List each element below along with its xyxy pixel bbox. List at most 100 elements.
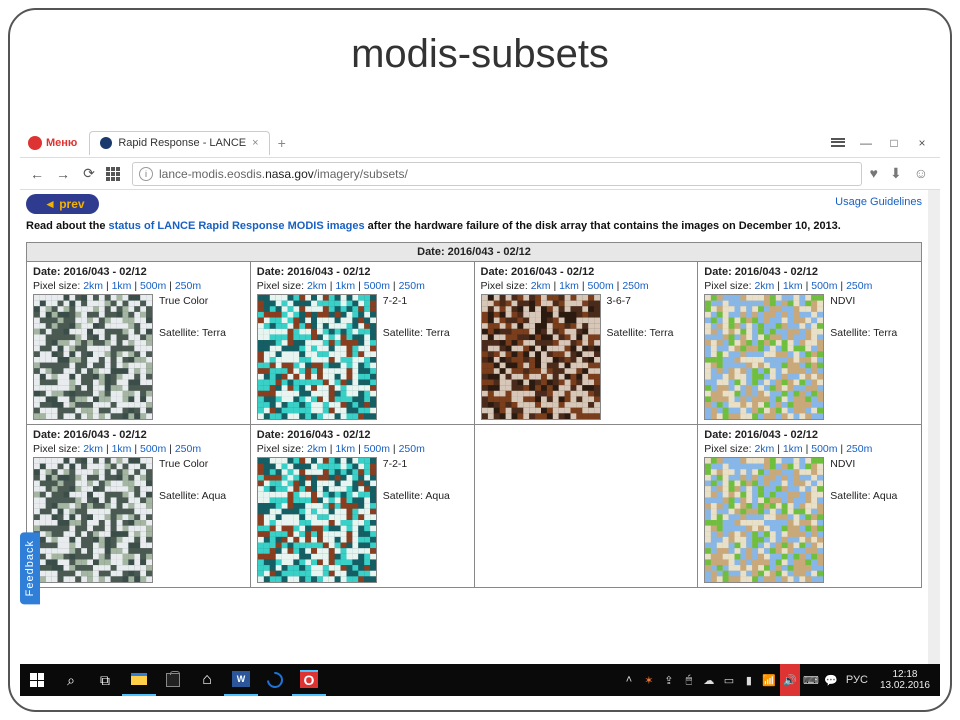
opera-button[interactable]: O — [292, 664, 326, 696]
pixel-size-link[interactable]: 250m — [399, 443, 425, 455]
search-button[interactable]: ⌕ — [54, 664, 88, 696]
tray-touchpad-icon[interactable]: ▭ — [720, 664, 738, 696]
subset-meta: NDVI Satellite: Aqua — [830, 457, 897, 583]
start-button[interactable] — [20, 664, 54, 696]
tray-wifi-icon[interactable]: 📶 — [760, 664, 778, 696]
subset-thumbnail[interactable] — [704, 294, 824, 420]
pixel-size-link[interactable]: 250m — [846, 280, 872, 292]
back-button[interactable]: ← — [28, 166, 46, 182]
tray-battery-icon[interactable]: ▮ — [740, 664, 758, 696]
product-label: 3-6-7 — [607, 294, 674, 310]
taskbar-clock[interactable]: 12:18 13.02.2016 — [874, 669, 936, 691]
pixel-size-link[interactable]: 500m — [140, 280, 166, 292]
tray-language[interactable]: РУС — [842, 664, 872, 696]
pixel-size-link[interactable]: 500m — [140, 443, 166, 455]
pixel-size-link[interactable]: 500m — [364, 280, 390, 292]
download-icon[interactable]: ⬇ — [890, 165, 902, 182]
subset-thumbnail[interactable] — [481, 294, 601, 420]
tray-volume-icon[interactable]: 🔊 — [780, 664, 800, 696]
pixel-size-link[interactable]: 500m — [588, 280, 614, 292]
empty-cell — [474, 425, 698, 588]
pixel-size-link[interactable]: 250m — [399, 280, 425, 292]
reload-button[interactable]: ⟳ — [80, 165, 98, 182]
pixel-size-link[interactable]: 1km — [783, 443, 803, 455]
subset-thumbnail[interactable] — [257, 294, 377, 420]
tray-chevron-icon[interactable]: ˄ — [620, 664, 638, 696]
product-label: NDVI — [830, 294, 897, 310]
subset-thumbnail[interactable] — [33, 457, 153, 583]
nav-right-icons: ♥ ⬇ ☺ — [870, 165, 932, 182]
pixel-size-link[interactable]: 2km — [531, 280, 551, 292]
subset-cell: Date: 2016/043 - 02/12 Pixel size: 2km |… — [27, 262, 251, 425]
pixel-size-link[interactable]: 1km — [112, 280, 132, 292]
pixel-size-link[interactable]: 1km — [783, 280, 803, 292]
pixel-size-link[interactable]: 250m — [622, 280, 648, 292]
pixel-size-link[interactable]: 500m — [364, 443, 390, 455]
close-window-button[interactable]: × — [910, 133, 934, 153]
subset-thumbnail[interactable] — [704, 457, 824, 583]
forward-button[interactable]: → — [54, 166, 72, 182]
pixel-size-link[interactable]: 250m — [846, 443, 872, 455]
profile-icon[interactable]: ☺ — [914, 165, 928, 182]
pixel-size-link[interactable]: 1km — [112, 443, 132, 455]
maximize-button[interactable]: □ — [882, 133, 906, 153]
site-info-icon[interactable]: i — [139, 167, 153, 181]
pixel-size-link[interactable]: 1km — [559, 280, 579, 292]
pixel-size-link[interactable]: 500m — [811, 443, 837, 455]
close-tab-icon[interactable]: × — [252, 137, 258, 149]
tray-device-icon[interactable]: 🖱 — [680, 664, 698, 696]
word-button[interactable]: W — [224, 664, 258, 696]
cell-date: Date: 2016/043 - 02/12 — [257, 266, 468, 278]
pixel-size-link[interactable]: 2km — [754, 443, 774, 455]
pixel-size-link[interactable]: 1km — [335, 280, 355, 292]
pixel-size-link[interactable]: 2km — [83, 280, 103, 292]
tabs-overview-icon[interactable] — [826, 133, 850, 153]
cell-date: Date: 2016/043 - 02/12 — [704, 266, 915, 278]
cell-date: Date: 2016/043 - 02/12 — [33, 266, 244, 278]
feedback-tab[interactable]: Feedback — [20, 532, 40, 604]
home-button[interactable]: ⌂ — [190, 664, 224, 696]
subset-meta: 3-6-7 Satellite: Terra — [607, 294, 674, 420]
tray-av-icon[interactable]: ✶ — [640, 664, 658, 696]
speed-dial-button[interactable] — [106, 167, 124, 181]
tab-title: Rapid Response - LANCE — [118, 137, 246, 149]
pixel-size-row: Pixel size: 2km | 1km | 500m | 250m — [257, 443, 468, 455]
tray-keyboard-icon[interactable]: ⌨ — [802, 664, 820, 696]
pixel-size-row: Pixel size: 2km | 1km | 500m | 250m — [481, 280, 692, 292]
satellite-label: Satellite: Terra — [159, 326, 226, 342]
pixel-size-link[interactable]: 500m — [811, 280, 837, 292]
browser-tab[interactable]: Rapid Response - LANCE × — [89, 131, 269, 155]
taskbar-date: 13.02.2016 — [880, 680, 930, 691]
tray-notifications-icon[interactable]: 💬 — [822, 664, 840, 696]
tray-onedrive-icon[interactable]: ☁ — [700, 664, 718, 696]
pixel-size-link[interactable]: 250m — [175, 280, 201, 292]
cell-date: Date: 2016/043 - 02/12 — [704, 429, 915, 441]
pixel-size-link[interactable]: 1km — [335, 443, 355, 455]
subset-cell: Date: 2016/043 - 02/12 Pixel size: 2km |… — [698, 262, 922, 425]
minimize-button[interactable]: — — [854, 133, 878, 153]
subset-meta: True Color Satellite: Terra — [159, 294, 226, 420]
task-view-button[interactable]: ⧉ — [88, 664, 122, 696]
subset-cell: Date: 2016/043 - 02/12 Pixel size: 2km |… — [474, 262, 698, 425]
prev-button[interactable]: prev — [26, 194, 99, 214]
nav-bar: ← → ⟳ i lance-modis.eosdis.nasa.gov/imag… — [20, 158, 940, 190]
tray-usb-icon[interactable]: ⇪ — [660, 664, 678, 696]
address-bar[interactable]: i lance-modis.eosdis.nasa.gov/imagery/su… — [132, 162, 862, 186]
menu-button[interactable]: Меню — [20, 136, 85, 150]
pixel-size-link[interactable]: 2km — [307, 443, 327, 455]
store-button[interactable] — [156, 664, 190, 696]
pixel-size-link[interactable]: 250m — [175, 443, 201, 455]
subset-thumbnail[interactable] — [33, 294, 153, 420]
usage-guidelines-link[interactable]: Usage Guidelines — [835, 196, 922, 208]
taskbar-left: ⌕ ⧉ ⌂ W O — [20, 664, 326, 696]
edge-button[interactable] — [258, 664, 292, 696]
page-content: prev Usage Guidelines Read about the sta… — [20, 190, 940, 664]
file-explorer-button[interactable] — [122, 664, 156, 696]
pixel-size-link[interactable]: 2km — [754, 280, 774, 292]
pixel-size-link[interactable]: 2km — [83, 443, 103, 455]
new-tab-button[interactable]: + — [270, 135, 294, 151]
notice-link[interactable]: status of LANCE Rapid Response MODIS ima… — [109, 220, 365, 232]
subset-thumbnail[interactable] — [257, 457, 377, 583]
bookmark-icon[interactable]: ♥ — [870, 165, 878, 182]
pixel-size-link[interactable]: 2km — [307, 280, 327, 292]
